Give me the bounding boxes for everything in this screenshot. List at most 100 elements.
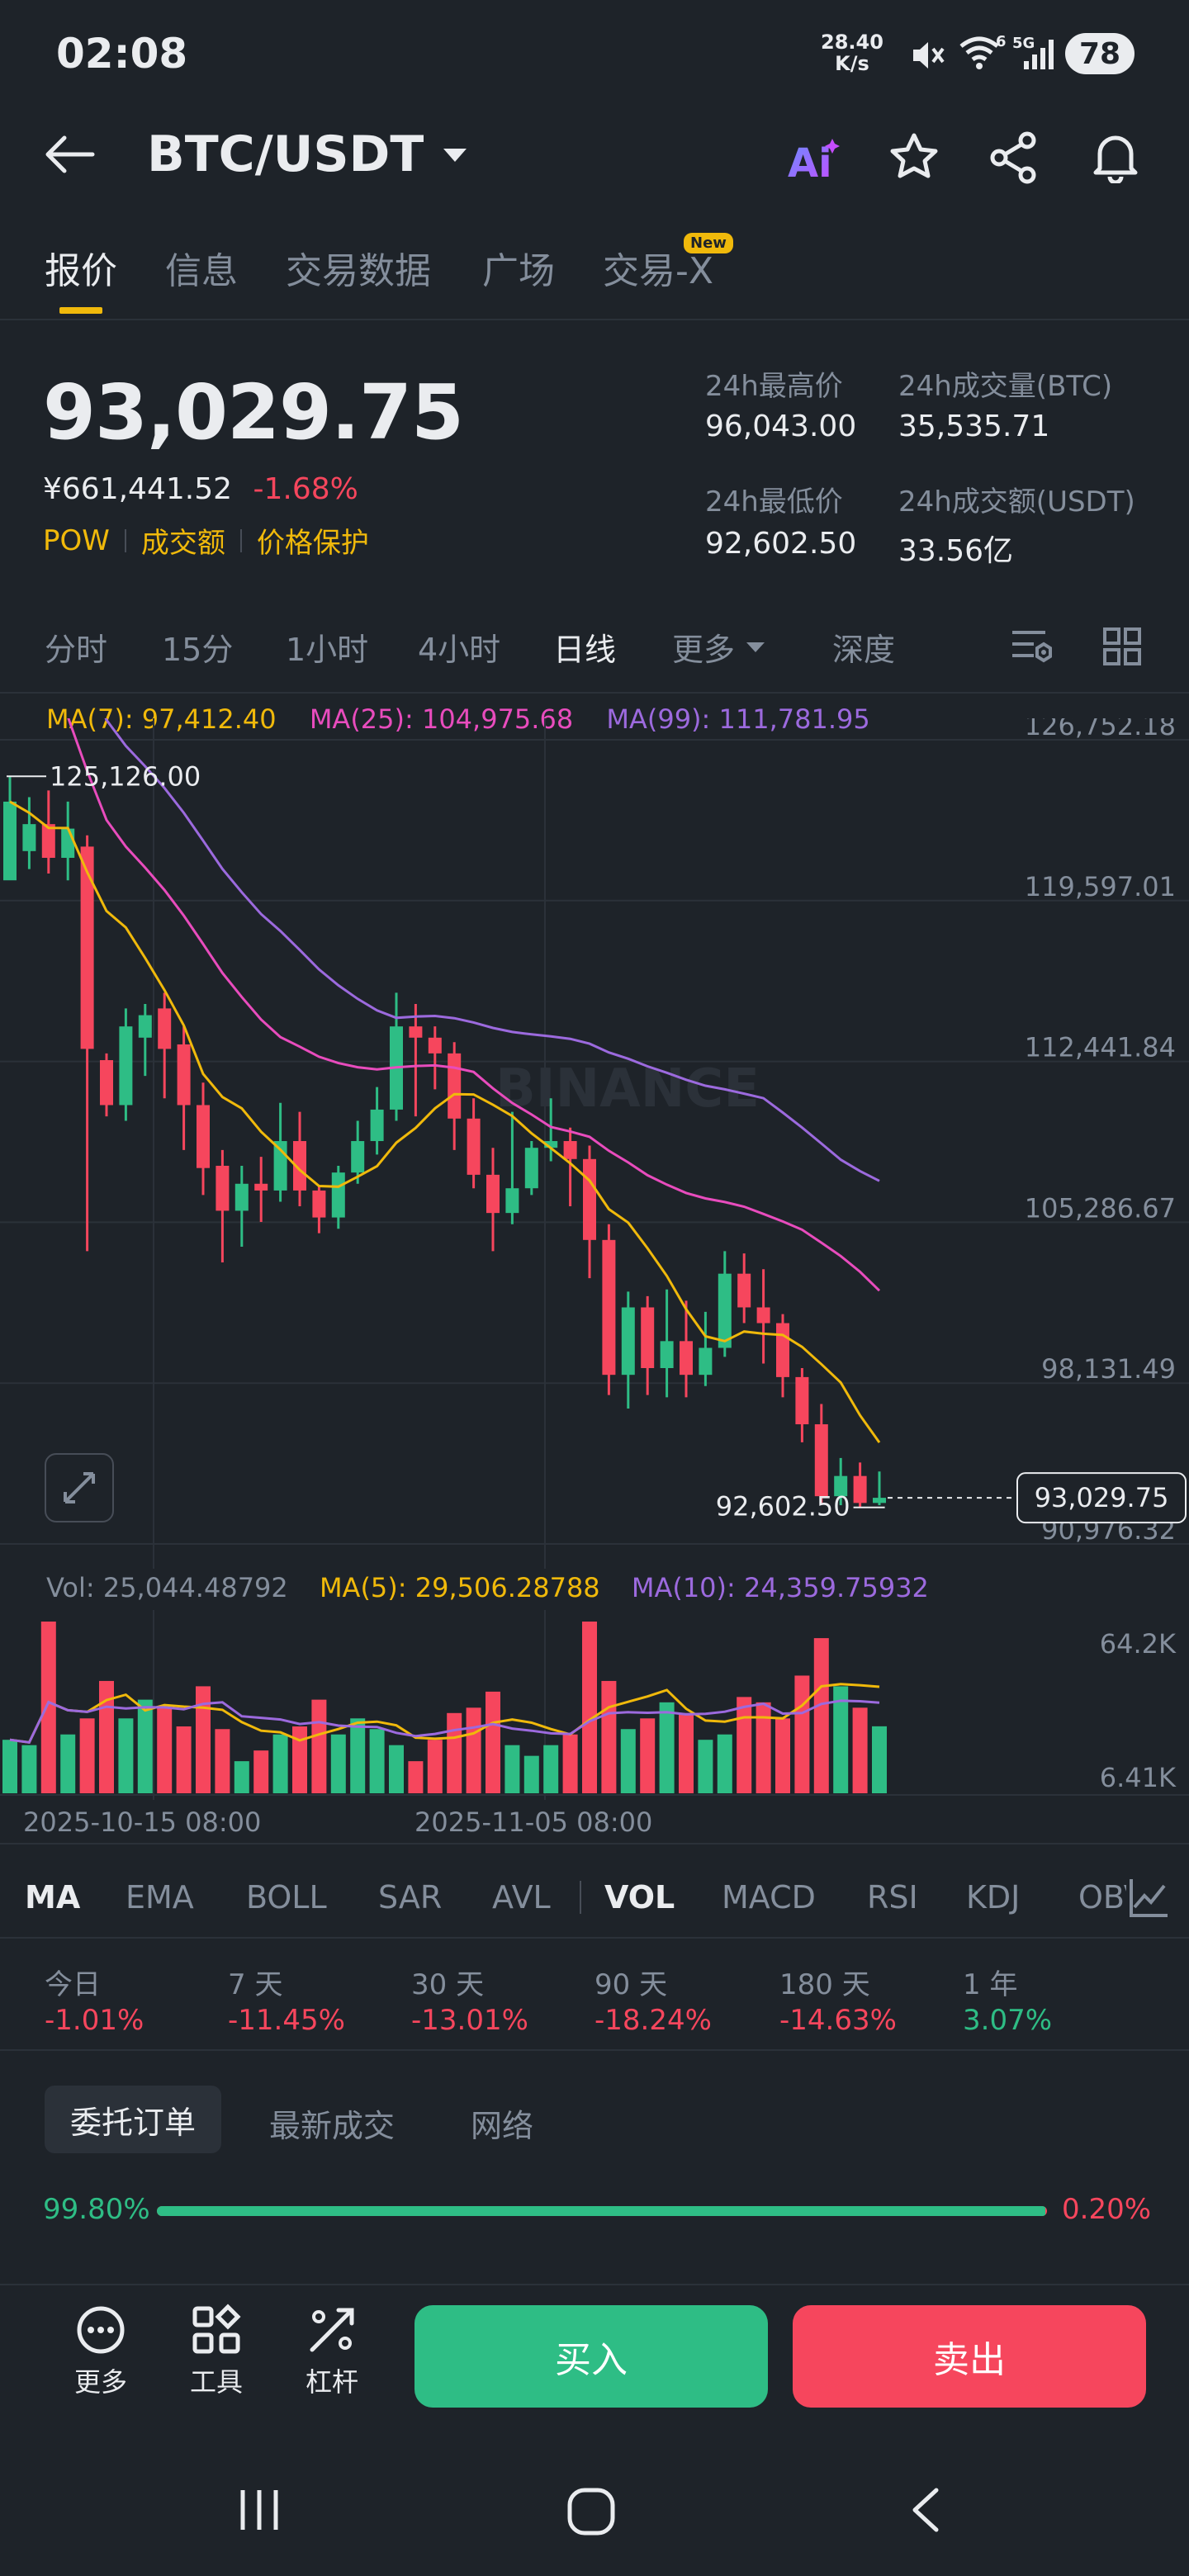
- performance-item: 1 年 3.07%: [963, 1962, 1052, 2037]
- tools-button[interactable]: 工具: [183, 2304, 249, 2399]
- volume-bar: [60, 1734, 76, 1793]
- indicator-settings-icon[interactable]: [1126, 1876, 1171, 1920]
- interval-1h[interactable]: 1小时: [286, 632, 369, 668]
- interval-time[interactable]: 分时: [45, 632, 108, 668]
- performance-label: 180 天: [779, 1968, 870, 2001]
- buy-ratio-fill: [157, 2206, 1045, 2216]
- high-marker-label: 125,126.00: [50, 760, 201, 792]
- indicator-sar[interactable]: SAR: [378, 1879, 443, 1915]
- performance-value: 3.07%: [963, 2004, 1053, 2037]
- interval-1d[interactable]: 日线: [553, 632, 617, 668]
- more-button[interactable]: 更多: [68, 2304, 134, 2399]
- price-change: -1.68%: [253, 472, 358, 506]
- more-icon: [77, 2306, 125, 2354]
- performance-value: -1.01%: [45, 2004, 144, 2037]
- candle-body: [680, 1341, 693, 1376]
- candle-body: [853, 1475, 867, 1503]
- chart-settings-icon[interactable]: [1009, 626, 1055, 667]
- indicator-boll[interactable]: BOLL: [246, 1879, 327, 1915]
- stat-vol-btc-value: 35,535.71: [898, 410, 1050, 443]
- indicator-ma[interactable]: MA: [25, 1879, 81, 1915]
- ma7-line: [9, 800, 881, 1443]
- interval-depth[interactable]: 深度: [832, 632, 896, 668]
- candle-body: [756, 1307, 770, 1324]
- volume-bar: [350, 1718, 366, 1793]
- ma99-line: [104, 718, 880, 1182]
- ma99-legend: MA(99): 111,781.95: [606, 703, 870, 735]
- y-tick-label: 119,597.01: [1025, 871, 1176, 902]
- indicator-macd[interactable]: MACD: [722, 1879, 816, 1915]
- tab-bar: 报价 信息 交易数据 广场 交易-X New: [0, 233, 1189, 319]
- sell-button[interactable]: 卖出: [793, 2305, 1146, 2408]
- volume-bar: [40, 1622, 56, 1793]
- performance-item: 90 天 -18.24%: [594, 1962, 712, 2037]
- tag-price-protection[interactable]: 价格保护: [256, 527, 369, 560]
- interval-15m[interactable]: 15分: [162, 632, 234, 668]
- volume-bar: [427, 1740, 443, 1793]
- volume-chart[interactable]: 64.2K 6.41K: [0, 1610, 1189, 1800]
- interval-more-label: 更多: [672, 632, 736, 668]
- tab-info[interactable]: 信息: [165, 241, 238, 294]
- candle-body: [544, 1141, 558, 1148]
- back-button[interactable]: [43, 134, 97, 175]
- tab-trade-x[interactable]: 交易-X: [603, 241, 713, 294]
- signal-label: 5G: [1012, 35, 1035, 52]
- buy-button[interactable]: 买入: [414, 2305, 768, 2408]
- order-tab-active[interactable]: 委托订单: [45, 2086, 221, 2153]
- home-button[interactable]: [565, 2485, 618, 2538]
- expand-icon: [64, 1472, 95, 1503]
- layout-grid-icon[interactable]: [1101, 626, 1143, 667]
- indicator-obv[interactable]: OBV: [1078, 1879, 1126, 1915]
- system-nav-bar: [0, 2446, 1189, 2576]
- order-tab-network[interactable]: 网络: [471, 2108, 534, 2144]
- recent-apps-button[interactable]: [234, 2485, 284, 2535]
- ai-button[interactable]: Ai: [786, 134, 841, 188]
- leverage-button[interactable]: 杠杆: [299, 2304, 365, 2399]
- interval-more[interactable]: 更多: [672, 624, 768, 670]
- x-label-1: 2025-10-15 08:00: [23, 1807, 262, 1838]
- volume-bar: [562, 1734, 578, 1793]
- vol-ma5-legend: MA(5): 29,506.28788: [319, 1572, 600, 1603]
- tab-square[interactable]: 广场: [482, 241, 555, 294]
- last-price-label: 93,029.75: [1035, 1482, 1169, 1513]
- volume-bar: [737, 1697, 752, 1793]
- order-tab-trades[interactable]: 最新成交: [269, 2108, 396, 2144]
- performance-item: 7 天 -11.45%: [228, 1962, 345, 2037]
- candle-body: [699, 1347, 713, 1376]
- candle-body: [234, 1183, 249, 1211]
- volume-bar: [582, 1622, 597, 1793]
- candle-body: [312, 1190, 326, 1218]
- tab-trade-x-label: 交易-X: [603, 250, 714, 292]
- y-tick-label: 126,752.18: [1025, 718, 1176, 741]
- volume-bar: [369, 1729, 385, 1793]
- indicator-tabs: MA EMA BOLL SAR AVL VOL MACD RSI KDJ OBV: [0, 1873, 1189, 1922]
- share-icon[interactable]: [988, 130, 1042, 185]
- sell-label: 卖出: [933, 2339, 1006, 2381]
- stat-high-label: 24h最高价: [705, 370, 843, 403]
- caret-down-icon: [746, 642, 765, 652]
- indicator-ema[interactable]: EMA: [126, 1879, 194, 1915]
- indicator-rsi[interactable]: RSI: [867, 1879, 918, 1915]
- candlestick-chart[interactable]: BINANCE 126,752.18 119,597.01 112,441.84 105…: [0, 718, 1189, 1569]
- indicator-vol[interactable]: VOL: [604, 1879, 675, 1915]
- volume-bar: [79, 1718, 95, 1793]
- tab-quote[interactable]: 报价: [45, 241, 117, 294]
- tag-turnover[interactable]: 成交额: [140, 527, 225, 560]
- indicator-avl[interactable]: AVL: [492, 1879, 551, 1915]
- fullscreen-button[interactable]: [45, 1453, 114, 1522]
- candle-body: [177, 1044, 191, 1106]
- tag-pow[interactable]: POW: [43, 523, 110, 557]
- volume-bar: [176, 1726, 192, 1793]
- candle-body: [331, 1172, 345, 1218]
- indicator-kdj[interactable]: KDJ: [966, 1879, 1021, 1915]
- system-back-button[interactable]: [905, 2485, 946, 2535]
- tag-row: POW 成交额 价格保护: [43, 520, 369, 561]
- net-speed-value: 28.40: [821, 31, 883, 54]
- pair-selector[interactable]: BTC/USDT: [147, 125, 471, 183]
- tab-trade-data[interactable]: 交易数据: [286, 241, 431, 294]
- performance-item: 30 天 -13.01%: [411, 1962, 528, 2037]
- bell-icon[interactable]: [1088, 129, 1143, 183]
- candle-body: [254, 1183, 268, 1191]
- interval-4h[interactable]: 4小时: [418, 632, 501, 668]
- favorite-star-icon[interactable]: [887, 130, 941, 185]
